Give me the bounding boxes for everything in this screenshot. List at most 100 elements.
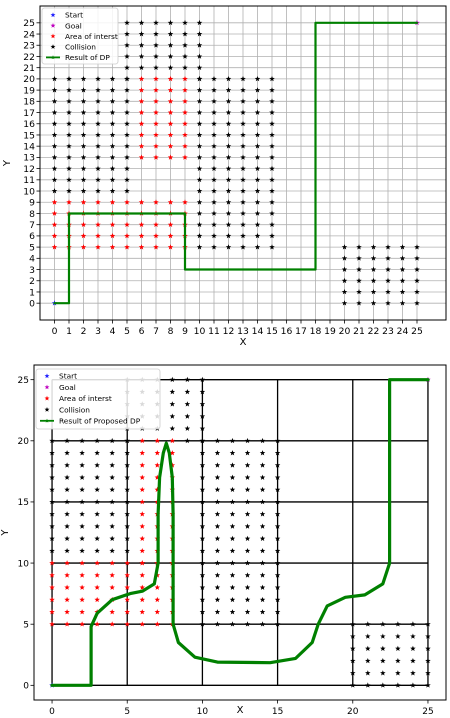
star-point [244, 609, 251, 615]
star-point [49, 572, 55, 578]
star-point [66, 87, 72, 93]
star-point [365, 670, 371, 676]
star-point [124, 547, 130, 554]
star-point [51, 98, 58, 104]
star-point [254, 221, 261, 228]
star-point [109, 120, 116, 127]
star-point [49, 437, 55, 444]
x-tick-label: 1 [66, 326, 72, 337]
star-point [225, 75, 232, 82]
star-point [244, 462, 251, 468]
y-tick-label: 14 [23, 141, 35, 152]
star-point [229, 462, 236, 468]
star-point [79, 547, 85, 554]
star-point [254, 165, 261, 171]
star-point [410, 682, 416, 688]
star-point [274, 462, 281, 468]
star-point [350, 657, 356, 664]
star-point [199, 523, 206, 529]
y-tick-label: 4 [29, 254, 35, 265]
star-point [169, 376, 176, 383]
x-tick-label: 16 [281, 326, 293, 337]
star-point [94, 547, 100, 554]
star-point [380, 682, 386, 688]
star-point [124, 199, 130, 205]
star-point [109, 462, 115, 468]
series-area-of-interst [51, 75, 188, 250]
star-point [182, 53, 188, 59]
star-point [196, 154, 203, 160]
x-tick-label: 4 [110, 326, 116, 337]
star-point [356, 300, 362, 306]
star-point [370, 277, 377, 284]
star-point [410, 670, 416, 676]
star-point [94, 535, 100, 541]
star-point [341, 277, 348, 284]
star-point [196, 75, 203, 82]
star-point [269, 154, 275, 160]
x-tick-label: 15 [272, 707, 283, 717]
x-tick-label: 3 [95, 326, 101, 337]
star-point [49, 462, 55, 468]
star-point [124, 120, 130, 127]
star-point [229, 511, 236, 517]
star-point [259, 450, 266, 456]
legend-entry: Goal [50, 21, 82, 30]
y-tick-label: 10 [18, 559, 30, 569]
star-point [153, 120, 159, 127]
star-point [79, 450, 85, 456]
star-point [153, 98, 159, 104]
star-point [182, 143, 188, 149]
legend-entry: Goal [44, 383, 76, 392]
star-point [153, 64, 159, 71]
star-point [240, 75, 246, 82]
star-point [254, 188, 261, 194]
star-point [196, 143, 203, 149]
star-point [229, 621, 236, 627]
star-point [341, 300, 348, 306]
star-point [109, 221, 116, 228]
y-tick-label: 10 [23, 186, 35, 197]
star-point [184, 401, 191, 407]
star-point [269, 109, 275, 115]
star-point [66, 120, 72, 127]
star-point [254, 132, 261, 138]
series-collision [51, 19, 420, 306]
star-point [244, 547, 251, 554]
legend-star-swatch [44, 384, 50, 390]
star-point [154, 609, 161, 615]
y-tick-label: 12 [23, 164, 35, 175]
star-point [356, 266, 362, 272]
y-tick-label: 6 [29, 231, 35, 242]
star-point [196, 188, 203, 194]
star-point [138, 120, 145, 127]
star-point [341, 266, 348, 272]
star-point [274, 609, 281, 615]
star-point [211, 132, 217, 138]
star-point [199, 401, 206, 407]
x-tick-label: 10 [194, 326, 206, 337]
star-point [254, 98, 261, 104]
star-point [211, 244, 217, 250]
series-collision [49, 376, 431, 688]
star-point [79, 572, 85, 578]
star-point [154, 486, 161, 493]
star-point [196, 132, 203, 138]
y-tick-label: 8 [29, 209, 35, 220]
star-point [124, 64, 130, 71]
legend-star-swatch [44, 407, 50, 412]
y-tick-label: 19 [23, 85, 35, 96]
star-point [138, 19, 145, 26]
x-axis-label: X [240, 337, 247, 348]
star-point [196, 31, 203, 37]
star-point [365, 633, 371, 639]
star-point [139, 511, 146, 517]
star-point [240, 176, 246, 183]
y-tick-label: 25 [23, 18, 35, 29]
star-point [196, 109, 203, 115]
y-tick-label: 18 [23, 97, 35, 108]
x-tick-label: 5 [124, 707, 130, 717]
legend-entry: Start [44, 372, 77, 381]
star-point [66, 154, 72, 160]
star-point [196, 176, 203, 183]
